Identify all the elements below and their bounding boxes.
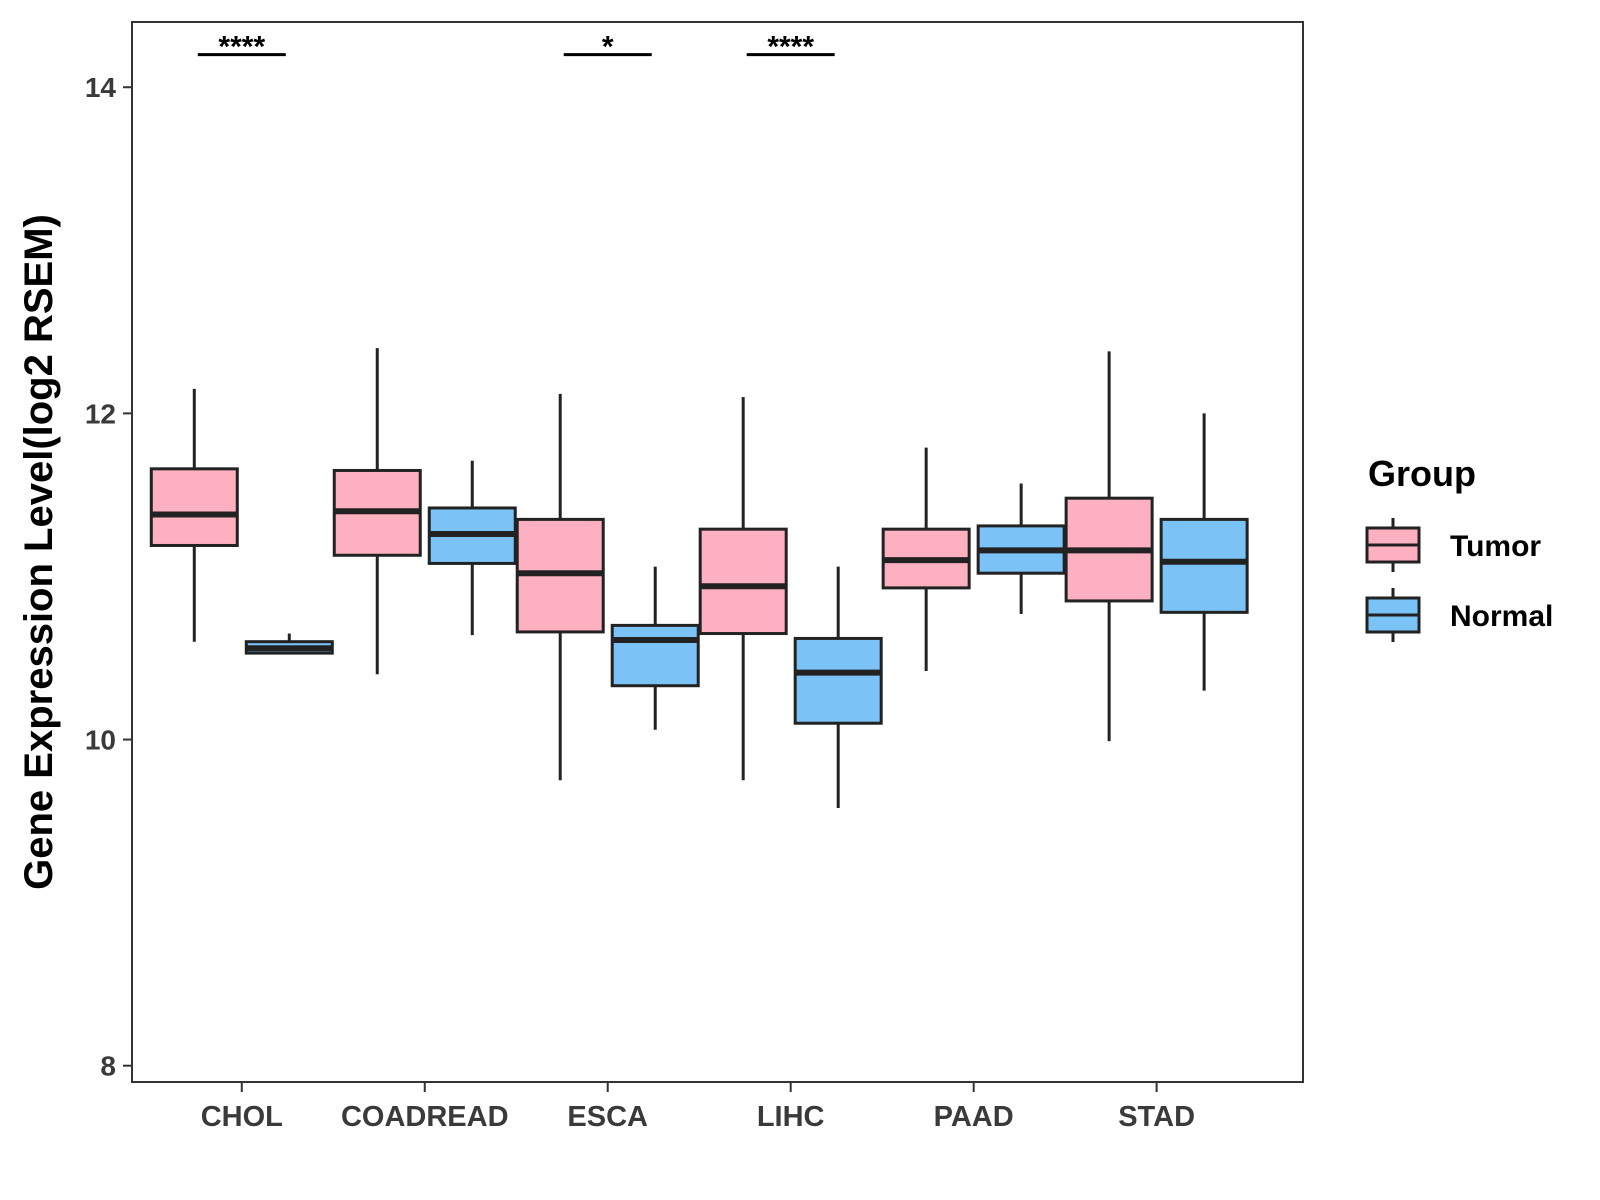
plot-border <box>131 21 1304 1083</box>
box-normal-coadread <box>427 460 517 636</box>
box-tumor-lihc <box>698 397 788 781</box>
box-normal-paad <box>976 483 1066 614</box>
legend-item-tumor: Tumor <box>1365 518 1541 572</box>
legend-title: Group <box>1368 453 1476 494</box>
significance-label: * <box>602 31 614 64</box>
y-tick-label: 8 <box>100 1051 116 1082</box>
significance-annotations: **** * **** <box>197 31 835 64</box>
series-normal <box>244 413 1249 809</box>
legend-label: Tumor <box>1450 530 1541 563</box>
box-normal-chol <box>244 633 334 655</box>
x-tick-label: COADREAD <box>341 1101 509 1133</box>
significance-label: **** <box>767 31 814 64</box>
significance-chol: **** <box>197 31 286 64</box>
box-tumor-esca <box>515 393 605 781</box>
y-axis-title: Gene Expression Level(log2 RSEM) <box>17 214 61 890</box>
box-tumor-paad <box>881 447 971 672</box>
x-tick-label: CHOL <box>201 1101 283 1133</box>
x-axis: CHOL COADREAD ESCA LIHC PAAD STAD <box>201 1082 1195 1133</box>
box-body <box>610 623 700 688</box>
box-tumor-stad <box>1064 351 1154 742</box>
plot-panel <box>131 21 1304 1083</box>
box-series <box>149 348 1249 809</box>
box-body <box>1159 517 1249 614</box>
y-tick-label: 12 <box>85 398 116 429</box>
box-body <box>149 467 239 547</box>
significance-label: **** <box>218 31 265 64</box>
legend: Group Tumor Normal <box>1365 453 1553 642</box>
box-body <box>698 527 788 636</box>
box-normal-lihc <box>793 566 883 809</box>
box-normal-esca <box>610 566 700 730</box>
y-tick-label: 10 <box>85 725 116 756</box>
x-tick-label: PAAD <box>934 1101 1014 1133</box>
series-tumor <box>149 348 1154 781</box>
box-tumor-chol <box>149 388 239 642</box>
x-tick-label: ESCA <box>567 1101 648 1133</box>
x-tick-label: LIHC <box>757 1101 825 1133</box>
legend-item-normal: Normal <box>1365 588 1553 642</box>
box-body <box>793 636 883 725</box>
y-tick-label: 14 <box>85 72 117 103</box>
significance-esca: * <box>563 31 652 64</box>
y-axis: 8 10 12 14 <box>85 72 132 1082</box>
x-tick-label: STAD <box>1118 1101 1195 1133</box>
box-normal-stad <box>1159 413 1249 691</box>
significance-lihc: **** <box>746 31 835 64</box>
legend-label: Normal <box>1450 600 1553 633</box>
box-tumor-coadread <box>332 348 422 675</box>
